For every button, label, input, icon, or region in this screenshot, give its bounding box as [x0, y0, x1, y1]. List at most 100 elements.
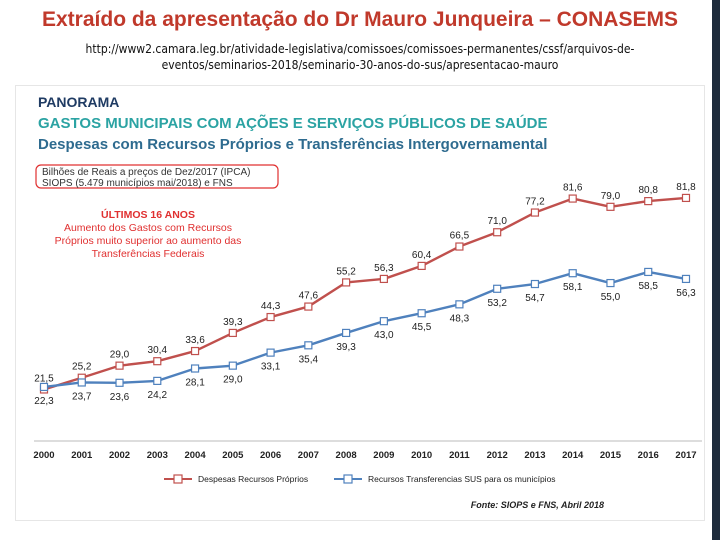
data-point-own-resources: [304, 302, 313, 311]
panel-heading-panorama: PANORAMA: [38, 94, 119, 110]
legend: Despesas Recursos Próprios Recursos Tran…: [164, 474, 556, 484]
data-point-federal-transfers: [644, 267, 653, 277]
data-label-own-resources: 44,3: [261, 301, 281, 312]
x-tick-label: 2013: [524, 450, 545, 461]
data-point-federal-transfers: [153, 376, 162, 385]
data-label-own-resources: 25,2: [72, 362, 92, 373]
data-point-federal-transfers: [417, 309, 426, 318]
data-point-own-resources: [568, 194, 577, 203]
data-point-own-resources: [606, 202, 615, 211]
highlight-line2: Próprios muito superior ao aumento das: [55, 235, 242, 247]
data-point-federal-transfers: [228, 361, 237, 370]
data-label-own-resources: 55,2: [336, 266, 356, 277]
legend-label-own: Despesas Recursos Próprios: [198, 474, 308, 484]
data-label-federal-transfers: 23,6: [110, 392, 130, 403]
data-label-own-resources: 71,0: [487, 216, 507, 227]
x-tick-label: 2002: [109, 450, 130, 461]
x-tick-label: 2011: [449, 450, 470, 461]
x-tick-label: 2004: [184, 450, 206, 461]
chart-source-note: Fonte: SIOPS e FNS, Abril 2018: [471, 500, 604, 510]
plot-area: 21,5 25,2 29,0 30,4 33,6 39,3 44,3 47,6 55,2 56,3…: [34, 182, 696, 407]
legend-label-transfer: Recursos Transferencias SUS para os muni…: [368, 474, 556, 484]
series-line-federal-transfers: [43, 270, 687, 389]
highlight-line3: Transferências Federais: [92, 248, 205, 260]
data-point-federal-transfers: [115, 378, 124, 387]
data-label-federal-transfers: 35,4: [299, 354, 319, 365]
data-label-federal-transfers: 39,3: [336, 342, 356, 353]
data-label-federal-transfers: 22,3: [34, 396, 54, 407]
data-label-own-resources: 56,3: [374, 263, 394, 274]
highlight-line1: Aumento dos Gastos com Recursos: [64, 222, 232, 234]
data-label-own-resources: 47,6: [299, 291, 319, 302]
x-tick-label: 2015: [600, 450, 622, 461]
data-label-federal-transfers: 48,3: [450, 313, 470, 324]
data-point-federal-transfers: [530, 279, 540, 289]
data-point-federal-transfers: [568, 269, 577, 278]
data-label-federal-transfers: 45,5: [412, 322, 432, 333]
data-label-own-resources: 81,6: [563, 183, 583, 194]
panel-heading-gastos: GASTOS MUNICIPAIS COM AÇÕES E SERVIÇOS P…: [38, 114, 548, 132]
units-note: Bilhões de Reais a preços de Dez/2017 (I…: [42, 167, 250, 178]
x-tick-label: 2000: [33, 450, 54, 461]
data-label-federal-transfers: 55,0: [601, 292, 621, 303]
data-point-own-resources: [153, 357, 162, 366]
source-url-line2[interactable]: eventos/seminarios-2018/seminario-30-ano…: [161, 58, 559, 72]
highlight-title: ÚLTIMOS 16 ANOS: [101, 208, 195, 221]
data-label-federal-transfers: 58,1: [563, 282, 583, 293]
x-tick-label: 2014: [562, 450, 584, 461]
data-point-own-resources: [379, 274, 388, 284]
data-label-own-resources: 77,2: [525, 197, 545, 208]
data-point-federal-transfers: [493, 284, 502, 293]
data-label-federal-transfers: 56,3: [676, 288, 696, 299]
data-point-federal-transfers: [681, 274, 691, 284]
data-label-own-resources: 39,3: [223, 317, 243, 328]
data-label-federal-transfers: 43,0: [374, 330, 394, 341]
legend-marker-own: [173, 474, 183, 484]
legend-marker-transfer: [343, 474, 353, 484]
data-point-own-resources: [228, 328, 237, 338]
data-point-own-resources: [644, 197, 653, 206]
x-tick-label: 2003: [147, 450, 168, 461]
data-point-own-resources: [455, 242, 464, 251]
data-point-federal-transfers: [455, 300, 464, 309]
data-point-federal-transfers: [606, 278, 615, 288]
x-tick-label: 2016: [638, 450, 659, 461]
data-point-federal-transfers: [304, 341, 313, 350]
slide-title: Extraído da apresentação do Dr Mauro Jun…: [42, 8, 678, 31]
x-tick-label: 2012: [487, 450, 508, 461]
x-axis-ticks: 2000 2001 2002 2003 2004 2005 2006 2007 2008 2009…: [33, 450, 696, 461]
data-label-federal-transfers: 58,5: [639, 281, 659, 292]
data-label-federal-transfers: 24,2: [148, 390, 168, 401]
data-label-own-resources: 29,0: [110, 350, 130, 361]
data-point-federal-transfers: [379, 317, 388, 326]
series-line-own-resources: [43, 196, 687, 391]
data-label-own-resources: 79,0: [601, 191, 621, 202]
chart-panel: PANORAMA GASTOS MUNICIPAIS COM AÇÕES E S…: [16, 86, 704, 520]
x-tick-label: 2008: [336, 450, 357, 461]
x-tick-label: 2010: [411, 450, 432, 461]
slide-side-bar: [712, 0, 720, 540]
data-point-own-resources: [266, 312, 275, 322]
source-url-line1[interactable]: http://www2.camara.leg.br/atividade-legi…: [85, 42, 635, 56]
data-label-own-resources: 80,8: [639, 185, 659, 196]
data-point-own-resources: [493, 228, 502, 237]
data-point-own-resources: [190, 346, 200, 356]
x-tick-label: 2005: [222, 450, 244, 461]
data-label-own-resources: 30,4: [148, 345, 168, 356]
source-scope-note: SIOPS (5.479 municípios mai/2018) e FNS: [42, 178, 233, 189]
note-highlight-box: [35, 164, 279, 189]
data-point-own-resources: [115, 361, 124, 370]
data-label-federal-transfers: 23,7: [72, 391, 92, 402]
data-point-federal-transfers: [266, 348, 275, 357]
panel-heading-despesas: Despesas com Recursos Próprios e Transfe…: [38, 136, 547, 153]
data-point-own-resources: [417, 261, 426, 271]
x-tick-label: 2007: [298, 450, 319, 461]
data-label-own-resources: 21,5: [34, 373, 54, 384]
data-point-own-resources: [342, 278, 351, 287]
chart-svg: PANORAMA GASTOS MUNICIPAIS COM AÇÕES E S…: [33, 94, 702, 510]
data-label-federal-transfers: 54,7: [525, 293, 545, 304]
data-label-own-resources: 60,4: [412, 250, 432, 261]
x-tick-label: 2001: [71, 450, 93, 461]
data-label-own-resources: 81,8: [676, 182, 696, 193]
data-label-federal-transfers: 28,1: [185, 378, 205, 389]
